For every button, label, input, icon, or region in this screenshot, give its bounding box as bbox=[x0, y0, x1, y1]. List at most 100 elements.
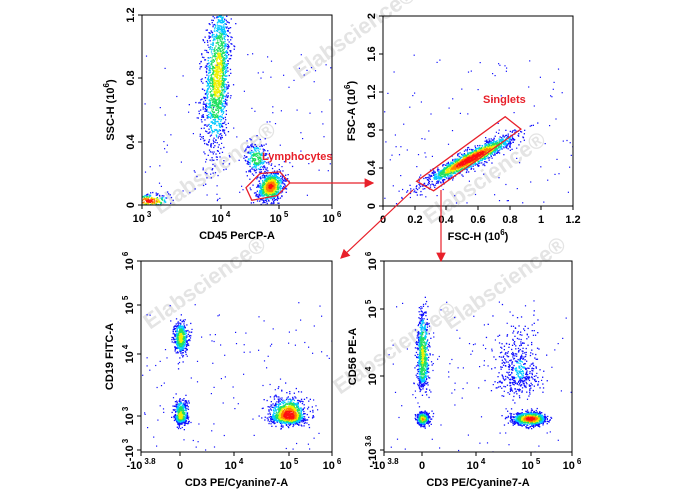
event-dot bbox=[222, 13, 223, 14]
event-dot bbox=[470, 156, 472, 158]
event-dot bbox=[435, 175, 437, 177]
event-dot bbox=[172, 199, 174, 201]
event-dot bbox=[213, 39, 215, 41]
event-dot bbox=[209, 131, 211, 133]
event-dot bbox=[145, 198, 147, 200]
event-dot bbox=[216, 81, 219, 83]
event-dot bbox=[220, 123, 222, 125]
event-dot bbox=[211, 113, 213, 115]
event-dot bbox=[213, 55, 215, 58]
event-dot bbox=[247, 152, 249, 154]
event-dot bbox=[285, 174, 287, 176]
event-dot bbox=[251, 157, 253, 159]
event-dot bbox=[430, 174, 432, 177]
event-dot bbox=[155, 200, 157, 202]
event-dot bbox=[148, 195, 151, 197]
event-dot bbox=[273, 189, 275, 191]
event-dot bbox=[490, 147, 492, 149]
event-dot bbox=[566, 139, 568, 142]
event-dot bbox=[453, 169, 455, 172]
event-dot bbox=[216, 107, 218, 110]
y-label-exponent: 6 bbox=[102, 82, 111, 87]
event-dot bbox=[206, 68, 208, 70]
event-dot bbox=[459, 156, 461, 158]
event-dot bbox=[420, 101, 422, 103]
gate-polygon bbox=[245, 171, 291, 202]
event-dot bbox=[273, 192, 276, 194]
event-dot bbox=[189, 192, 191, 194]
event-dot bbox=[261, 193, 263, 195]
event-dot bbox=[213, 111, 215, 113]
event-dot bbox=[442, 165, 444, 167]
event-dot bbox=[220, 138, 222, 140]
event-dot bbox=[228, 41, 230, 43]
event-dot bbox=[216, 103, 218, 106]
event-dot bbox=[254, 154, 256, 157]
event-dot bbox=[482, 164, 484, 166]
event-dot bbox=[271, 190, 273, 193]
event-dot bbox=[216, 77, 218, 79]
event-dot bbox=[223, 62, 226, 64]
event-dot bbox=[125, 198, 126, 199]
event-dot bbox=[271, 167, 274, 170]
event-dot bbox=[522, 202, 524, 204]
event-dot bbox=[455, 161, 457, 163]
event-dot bbox=[262, 150, 265, 152]
event-dot bbox=[211, 120, 213, 123]
event-dot bbox=[224, 39, 226, 41]
event-dot bbox=[204, 110, 206, 112]
event-dot bbox=[142, 202, 145, 204]
event-dot bbox=[209, 112, 211, 115]
event-dot bbox=[279, 182, 281, 184]
event-dot bbox=[209, 91, 211, 93]
event-dot bbox=[483, 163, 485, 165]
event-dot bbox=[468, 157, 470, 159]
event-dot bbox=[467, 162, 469, 165]
event-dot bbox=[223, 58, 225, 60]
event-dot bbox=[218, 94, 220, 96]
event-dot bbox=[220, 106, 222, 109]
event-dot bbox=[216, 99, 218, 101]
event-dot bbox=[263, 166, 265, 168]
event-dot bbox=[202, 167, 204, 169]
event-dot bbox=[499, 147, 501, 149]
event-dot bbox=[208, 116, 211, 118]
event-dot bbox=[272, 175, 274, 177]
event-dot bbox=[254, 162, 257, 164]
event-dot bbox=[212, 108, 214, 111]
event-dot bbox=[216, 142, 218, 144]
event-dot bbox=[200, 79, 202, 81]
event-dot bbox=[261, 195, 263, 197]
event-dot bbox=[466, 167, 468, 169]
event-dot bbox=[505, 144, 507, 146]
event-dot bbox=[206, 110, 208, 112]
event-dot bbox=[227, 28, 230, 30]
event-dot bbox=[262, 152, 264, 154]
event-dot bbox=[455, 167, 457, 169]
event-dot bbox=[201, 56, 204, 58]
event-dot bbox=[223, 111, 225, 113]
event-dot bbox=[427, 176, 429, 179]
event-dot bbox=[264, 188, 266, 190]
event-dot bbox=[460, 160, 463, 162]
event-dot bbox=[244, 150, 246, 152]
event-dot bbox=[270, 183, 273, 185]
event-dot bbox=[223, 129, 226, 131]
event-dot bbox=[456, 167, 459, 169]
event-dot bbox=[449, 166, 451, 168]
event-dot bbox=[263, 176, 266, 178]
event-dot bbox=[475, 148, 477, 150]
event-dot bbox=[222, 77, 224, 79]
event-dot bbox=[221, 82, 223, 84]
event-dot bbox=[201, 121, 203, 123]
event-dot bbox=[215, 153, 217, 155]
event-dot bbox=[222, 41, 225, 44]
event-dot bbox=[221, 142, 223, 144]
event-dot bbox=[204, 49, 206, 51]
event-dot bbox=[274, 179, 276, 181]
event-dot bbox=[255, 169, 258, 171]
event-dot bbox=[220, 93, 222, 95]
event-dot bbox=[452, 98, 454, 100]
